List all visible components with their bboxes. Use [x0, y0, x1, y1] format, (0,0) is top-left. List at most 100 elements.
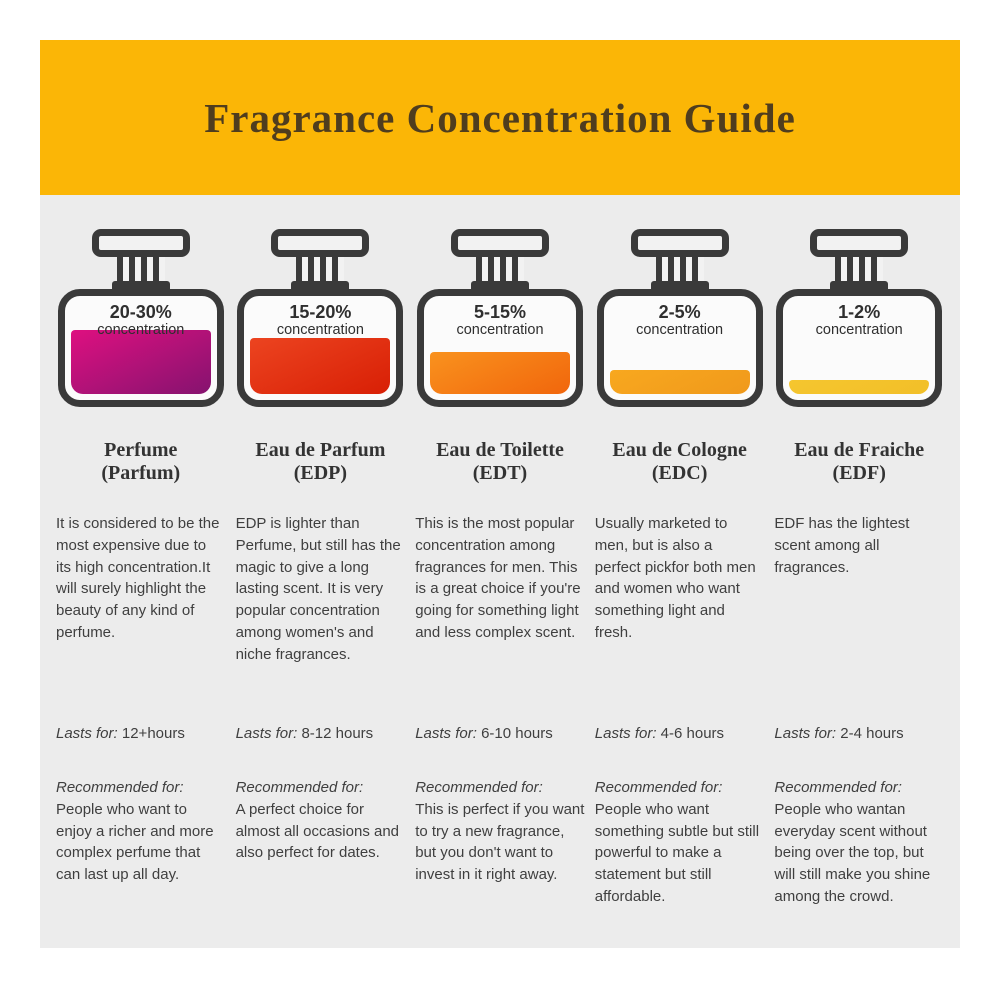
bottle-body: 2-5% concentration [596, 289, 763, 407]
lasts-for: Lasts for: 2-4 hours [774, 725, 944, 777]
recommended-for: Recommended for: People who wantan everyd… [774, 777, 944, 908]
liquid-fill [429, 352, 570, 394]
lasts-for-value: 2-4 hours [840, 725, 904, 742]
description-text: EDP is lighter than Perfume, but still h… [235, 515, 401, 663]
abbr-line: (EDF) [832, 462, 886, 484]
name-line: Eau de Fraiche [794, 439, 925, 461]
recommended-for-text: People who want to enjoy a richer and mo… [56, 800, 214, 883]
concentration-label: 5-15% concentration [424, 296, 576, 339]
description-text: It is considered to be the most expensiv… [56, 515, 220, 641]
lasts-for: Lasts for: 8-12 hours [236, 725, 406, 777]
perfume-bottle-icon: 1-2% concentration [776, 229, 943, 407]
description-text: This is the most popular concentration a… [415, 515, 581, 641]
abbr-line: (EDT) [472, 462, 528, 484]
concentration-caption: concentration [276, 321, 364, 338]
bottle-column-edp: 15-20% concentration [236, 229, 406, 407]
bottle-column-edf: 1-2% concentration [774, 229, 944, 407]
fragrance-name: Eau de Fraiche (EDF) [774, 439, 944, 503]
page-title: Fragrance Concentration Guide [204, 94, 796, 141]
recommended-for: Recommended for: This is perfect if you w… [415, 777, 585, 908]
concentration-caption: concentration [815, 321, 903, 338]
recommended-for-label: Recommended for: [415, 779, 543, 796]
lasts-for-value: 6-10 hours [481, 725, 553, 742]
bottle-body: 5-15% concentration [416, 289, 583, 407]
concentration-label: 2-5% concentration [604, 296, 756, 339]
names-row: Perfume (Parfum) Eau de Parfum (EDP) Eau d… [40, 439, 960, 503]
liquid-fill [250, 337, 391, 394]
fragrance-name: Eau de Cologne (EDC) [595, 439, 765, 503]
perfume-bottle-icon: 20-30% concentration [57, 229, 224, 407]
recommended-for-label: Recommended for: [56, 779, 184, 796]
title-banner: Fragrance Concentration Guide [40, 40, 960, 195]
bottle-neck-icon [296, 253, 345, 285]
bottle-neck-icon [655, 253, 704, 285]
concentration-label: 15-20% concentration [244, 296, 396, 339]
name-line: Eau de Toilette [436, 439, 564, 461]
description-text: Usually marketed to men, but is also a p… [594, 515, 756, 641]
liquid-fill [789, 380, 930, 394]
lasts-for-label: Lasts for: [774, 725, 837, 742]
lasts-for-value: 4-6 hours [660, 725, 725, 742]
concentration-caption: concentration [456, 321, 544, 338]
bottle-neck-icon [475, 253, 524, 285]
recommended-for: Recommended for: A perfect choice for alm… [236, 777, 406, 908]
bottle-column-perfume: 20-30% concentration [56, 229, 226, 407]
concentration-label: 20-30% concentration [65, 296, 217, 339]
bottle-cap-icon [450, 229, 549, 257]
recommended-for-label: Recommended for: [235, 779, 364, 796]
concentration-value: 2-5% [658, 302, 701, 322]
lasts-for-value: 8-12 hours [301, 725, 374, 742]
liquid-fill [609, 370, 750, 394]
concentration-label: 1-2% concentration [783, 296, 935, 339]
lasts-for-label: Lasts for: [56, 725, 118, 742]
lasts-for: Lasts for: 6-10 hours [415, 725, 585, 777]
perfume-bottle-icon: 2-5% concentration [596, 229, 763, 407]
descriptions-row: It is considered to be the most expensiv… [40, 513, 960, 725]
bottle-cap-icon [630, 229, 729, 257]
recommended-row: Recommended for: People who want to enjoy… [40, 777, 960, 908]
concentration-value: 5-15% [473, 302, 526, 322]
bottle-body: 20-30% concentration [57, 289, 224, 407]
lasts-for-label: Lasts for: [235, 725, 298, 742]
liquid-fill [70, 329, 211, 394]
recommended-for-label: Recommended for: [594, 779, 723, 796]
bottle-column-edt: 5-15% concentration [415, 229, 585, 407]
recommended-for-text: People who want something subtle but sti… [594, 800, 760, 905]
recommended-for-label: Recommended for: [774, 779, 902, 796]
recommended-for-text: A perfect choice for almost all occasion… [235, 800, 400, 862]
fragrance-name: Eau de Toilette (EDT) [415, 439, 585, 503]
bottle-body: 1-2% concentration [776, 289, 943, 407]
infographic-panel: Fragrance Concentration Guide 20-30% con… [40, 40, 960, 948]
abbr-line: (Parfum) [101, 462, 181, 484]
concentration-caption: concentration [97, 321, 185, 338]
bottle-cap-icon [91, 229, 190, 257]
concentration-value: 20-30% [109, 302, 172, 322]
recommended-for-text: People who wantan everyday scent without… [774, 800, 931, 905]
recommended-for-text: This is perfect if you want to try a new… [415, 800, 585, 883]
name-line: Eau de Cologne [612, 439, 747, 461]
fragrance-name: Eau de Parfum (EDP) [236, 439, 406, 503]
bottle-neck-icon [835, 253, 884, 285]
description-text: EDF has the lightest scent among all fra… [774, 515, 910, 576]
recommended-for: Recommended for: People who want somethin… [595, 777, 765, 908]
lasts-for-value: 12+hours [121, 725, 185, 742]
bottle-cap-icon [810, 229, 909, 257]
concentration-value: 1-2% [838, 302, 881, 322]
perfume-bottle-icon: 15-20% concentration [237, 229, 404, 407]
concentration-caption: concentration [636, 321, 724, 338]
lasts-for: Lasts for: 4-6 hours [595, 725, 765, 777]
bottle-column-edc: 2-5% concentration [595, 229, 765, 407]
concentration-value: 15-20% [289, 302, 352, 322]
perfume-bottle-icon: 5-15% concentration [416, 229, 583, 407]
name-line: Eau de Parfum [255, 439, 386, 461]
lasts-for-label: Lasts for: [415, 725, 477, 742]
lasts-for: Lasts for: 12+hours [56, 725, 226, 777]
lasts-for-row: Lasts for: 12+hours Lasts for: 8-12 hour… [40, 725, 960, 777]
bottle-neck-icon [116, 253, 165, 285]
abbr-line: (EDP) [293, 462, 348, 484]
lasts-for-label: Lasts for: [594, 725, 657, 742]
bottle-body: 15-20% concentration [237, 289, 404, 407]
bottle-cap-icon [271, 229, 370, 257]
name-line: Perfume [104, 439, 178, 461]
recommended-for: Recommended for: People who want to enjoy… [56, 777, 226, 908]
